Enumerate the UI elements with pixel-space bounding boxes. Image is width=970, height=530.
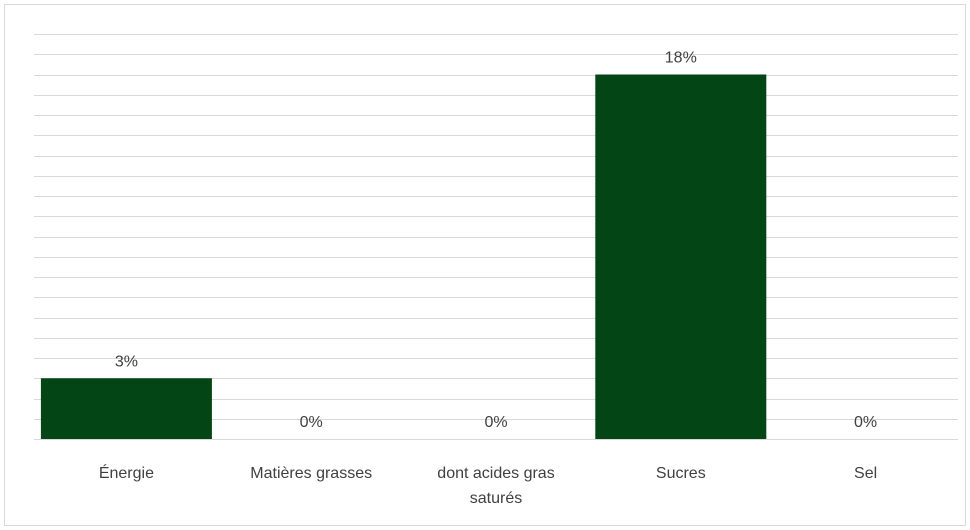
x-tick-label-2: dont acides gras saturés: [437, 465, 554, 507]
data-label-3: 18%: [665, 50, 697, 67]
data-label-1: 0%: [300, 414, 323, 431]
x-tick-label-0: Énergie: [99, 463, 154, 482]
x-tick-label-1: Matières grasses: [250, 465, 372, 482]
x-tick-label-line: saturés: [470, 490, 522, 507]
x-tick-label-line: dont acides gras: [437, 465, 554, 482]
x-tick-label-line: Sel: [854, 465, 877, 482]
x-axis-tick-labels: Énergie Matières grasses dont acides gras s…: [99, 463, 877, 507]
data-label-0: 3%: [115, 353, 138, 370]
bars: [40, 74, 767, 439]
bar-3: [595, 74, 767, 439]
data-label-4: 0%: [854, 414, 877, 431]
data-labels: 3% 0% 0% 18% 0%: [115, 50, 877, 432]
gridlines: [34, 34, 958, 440]
x-tick-label-line: Sucres: [656, 465, 706, 482]
x-tick-label-line: Énergie: [99, 463, 154, 482]
bar-0: [40, 378, 212, 439]
x-tick-label-line: Matières grasses: [250, 465, 372, 482]
x-tick-label-3: Sucres: [656, 465, 706, 482]
x-tick-label-4: Sel: [854, 465, 877, 482]
data-label-2: 0%: [484, 414, 507, 431]
